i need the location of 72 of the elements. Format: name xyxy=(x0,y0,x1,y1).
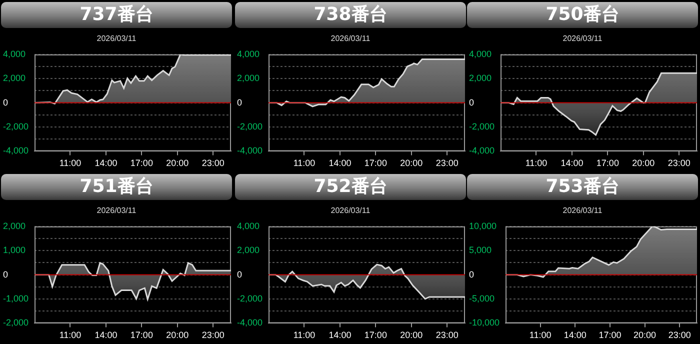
x-tick-label: 11:00 xyxy=(59,158,82,168)
y-tick-label: -2,000 xyxy=(237,293,263,304)
x-tick-label: 20:00 xyxy=(632,158,655,168)
y-tick-label: 0 xyxy=(3,97,8,108)
x-tick-label: 11:00 xyxy=(529,330,552,340)
chart-subtitle: 2026/03/11 xyxy=(330,33,372,45)
x-tick-label: 23:00 xyxy=(436,158,458,168)
y-tick-label: 0 xyxy=(469,97,474,108)
x-tick-label: 11:00 xyxy=(293,330,316,340)
y-tick-label: 2,000 xyxy=(237,245,260,256)
chart-title: 737番台 xyxy=(1,2,232,28)
x-tick-label: 17:00 xyxy=(130,158,153,168)
x-tick-label: 20:00 xyxy=(400,158,423,168)
x-tick-label: 14:00 xyxy=(564,330,586,340)
x-tick-label: 14:00 xyxy=(328,158,352,168)
y-tick-label: -4,000 xyxy=(237,146,263,156)
x-tick-label: 11:00 xyxy=(293,158,316,168)
x-tick-label: 23:00 xyxy=(202,158,224,168)
x-tick-label: 20:00 xyxy=(400,330,423,340)
chart-title: 752番台 xyxy=(235,174,466,200)
chart-title: 738番台 xyxy=(235,2,466,28)
y-tick-label: 1,000 xyxy=(3,245,26,256)
y-tick-label: 0 xyxy=(237,97,242,108)
y-tick-label: 5,000 xyxy=(469,245,492,256)
chart-title: 750番台 xyxy=(467,2,698,28)
y-tick-label: 4,000 xyxy=(3,48,26,59)
chart-subtitle: 2026/03/11 xyxy=(96,205,138,217)
y-tick-label: -5,000 xyxy=(469,293,495,304)
y-tick-label: 4,000 xyxy=(469,48,492,59)
x-tick-label: 14:00 xyxy=(94,158,118,168)
x-tick-label: 20:00 xyxy=(166,158,189,168)
x-tick-label: 23:00 xyxy=(436,330,458,340)
x-tick-label: 23:00 xyxy=(202,330,224,340)
y-tick-label: 2,000 xyxy=(237,73,260,84)
x-tick-label: 23:00 xyxy=(668,158,690,168)
chart-title: 751番台 xyxy=(1,174,232,200)
y-tick-label: 2,000 xyxy=(3,73,26,84)
x-tick-label: 20:00 xyxy=(634,330,656,340)
y-tick-label: -4,000 xyxy=(469,146,495,156)
y-tick-label: -4,000 xyxy=(3,146,29,156)
y-tick-label: -2,000 xyxy=(469,121,495,132)
x-tick-label: 14:00 xyxy=(560,158,584,168)
chart-subtitle: 2026/03/11 xyxy=(562,33,604,45)
x-tick-label: 17:00 xyxy=(364,158,387,168)
y-tick-label: -2,000 xyxy=(3,121,29,132)
x-tick-label: 14:00 xyxy=(328,330,352,340)
y-tick-label: 4,000 xyxy=(237,220,260,231)
y-tick-label: -1,000 xyxy=(3,293,29,304)
x-tick-label: 23:00 xyxy=(668,330,691,340)
y-tick-label: 0 xyxy=(3,269,8,280)
y-tick-label: 4,000 xyxy=(237,48,260,59)
chart-subtitle: 2026/03/11 xyxy=(96,33,138,45)
x-tick-label: 20:00 xyxy=(166,330,189,340)
y-tick-label: -2,000 xyxy=(237,121,263,132)
x-tick-label: 17:00 xyxy=(596,158,619,168)
x-tick-label: 11:00 xyxy=(525,158,548,168)
y-tick-label: -10,000 xyxy=(469,318,500,328)
x-tick-label: 14:00 xyxy=(94,330,118,340)
y-tick-label: 0 xyxy=(237,269,242,280)
y-tick-label: -4,000 xyxy=(237,318,263,328)
x-tick-label: 11:00 xyxy=(59,330,82,340)
x-tick-label: 17:00 xyxy=(130,330,153,340)
chart-subtitle: 2026/03/11 xyxy=(330,205,372,217)
chart-subtitle: 2026/03/11 xyxy=(562,205,604,217)
y-tick-label: 2,000 xyxy=(469,73,492,84)
y-tick-label: 0 xyxy=(469,269,474,280)
y-tick-label: -2,000 xyxy=(3,318,29,328)
chart-title: 753番台 xyxy=(467,174,698,200)
y-tick-label: 10,000 xyxy=(469,220,497,231)
x-tick-label: 17:00 xyxy=(598,330,622,340)
y-tick-label: 2,000 xyxy=(3,220,26,231)
x-tick-label: 17:00 xyxy=(364,330,387,340)
